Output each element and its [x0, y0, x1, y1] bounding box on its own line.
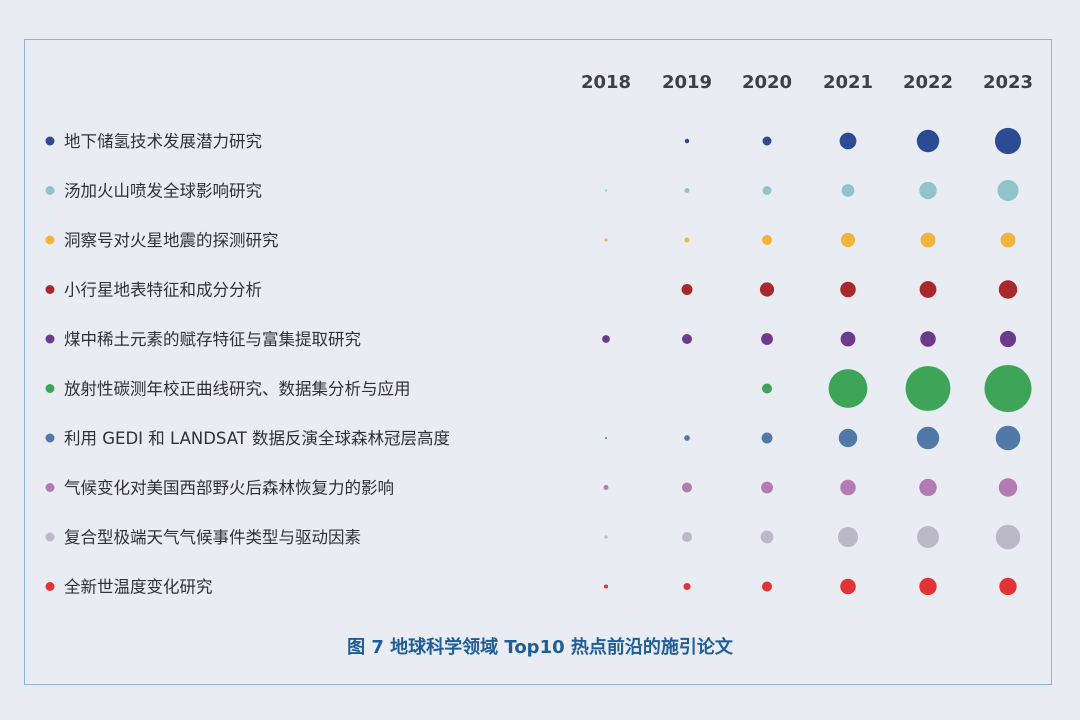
bubble-point — [681, 284, 693, 295]
year-label-2023: 2023 — [983, 72, 1033, 93]
bubble-point — [759, 282, 775, 297]
bubble-point — [840, 578, 856, 595]
bubble-point — [604, 584, 608, 589]
series-row: 利用 GEDI 和 LANDSAT 数据反演全球森林冠层高度 — [45, 425, 1021, 451]
bubble-point — [684, 237, 690, 243]
legend-dot — [45, 483, 55, 492]
year-label-2022: 2022 — [903, 72, 953, 93]
bubble-point — [828, 369, 868, 408]
series-row: 洞察号对火星地震的探测研究 — [45, 231, 1016, 250]
legend-dot — [45, 186, 55, 195]
series-row: 汤加火山喷发全球影响研究 — [45, 179, 1019, 202]
bubble-point — [681, 482, 693, 493]
bubble-point — [761, 581, 773, 592]
series-row: 小行星地表特征和成分分析 — [45, 280, 1018, 300]
bubble-point — [681, 333, 693, 345]
bubble-point — [919, 577, 937, 596]
bubble-point — [761, 234, 773, 246]
bubble-point — [917, 526, 939, 548]
legend-dot — [45, 334, 55, 344]
series-row: 放射性碳测年校正曲线研究、数据集分析与应用 — [45, 365, 1032, 412]
bubble-point — [603, 485, 609, 490]
bubble-point — [760, 530, 774, 544]
bubble-point — [995, 524, 1021, 550]
legend-dot — [45, 235, 55, 245]
bubble-point — [916, 129, 940, 153]
chart-rows: 地下储氢技术发展潜力研究汤加火山喷发全球影响研究洞察号对火星地震的探测研究小行星… — [45, 127, 1032, 597]
series-row: 气候变化对美国西部野火后森林恢复力的影响 — [45, 478, 1018, 498]
bubble-point — [998, 478, 1018, 497]
bubble-point — [605, 189, 607, 192]
bubble-point — [684, 188, 690, 193]
bubble-point — [919, 478, 937, 497]
series-label: 放射性碳测年校正曲线研究、数据集分析与应用 — [64, 380, 411, 399]
bubble-point — [998, 280, 1018, 299]
bubble-point — [604, 238, 608, 242]
bubble-point — [916, 426, 940, 450]
bubble-point — [905, 366, 951, 411]
bubble-point — [920, 232, 936, 248]
bubble-point — [684, 138, 690, 144]
legend-dot — [45, 136, 55, 146]
chart-caption: 图 7 地球科学领域 Top10 热点前沿的施引论文 — [347, 636, 734, 658]
series-label: 气候变化对美国西部野火后森林恢复力的影响 — [64, 479, 394, 498]
bubble-point — [1000, 232, 1016, 248]
bubble-point — [602, 335, 610, 343]
series-row: 地下储氢技术发展潜力研究 — [45, 127, 1022, 155]
bubble-point — [920, 331, 936, 347]
bubble-point — [761, 333, 773, 345]
year-labels: 2018 2019 2020 2021 2022 2023 — [581, 72, 1033, 93]
bubble-point — [840, 281, 856, 298]
bubble-point — [684, 435, 690, 441]
series-label: 洞察号对火星地震的探测研究 — [64, 231, 279, 250]
bubble-point — [604, 535, 608, 539]
bubble-point — [919, 281, 937, 298]
legend-dot — [45, 433, 55, 443]
bubble-point — [840, 479, 856, 496]
bubble-point — [840, 232, 856, 248]
year-label-2021: 2021 — [823, 72, 873, 93]
legend-dot — [45, 384, 55, 393]
series-label: 复合型极端天气气候事件类型与驱动因素 — [64, 528, 361, 547]
series-label: 煤中稀土元素的赋存特征与富集提取研究 — [64, 330, 361, 349]
bubble-point — [919, 181, 937, 200]
bubble-point — [605, 437, 607, 439]
series-label: 小行星地表特征和成分分析 — [64, 281, 262, 300]
bubble-point — [761, 432, 773, 444]
bubble-point — [994, 127, 1022, 155]
series-row: 煤中稀土元素的赋存特征与富集提取研究 — [45, 330, 1017, 349]
year-label-2020: 2020 — [742, 72, 792, 93]
series-row: 复合型极端天气气候事件类型与驱动因素 — [45, 524, 1021, 550]
bubble-point — [839, 132, 857, 150]
series-label: 利用 GEDI 和 LANDSAT 数据反演全球森林冠层高度 — [64, 429, 450, 448]
year-label-2019: 2019 — [662, 72, 712, 93]
bubble-point — [761, 383, 773, 394]
bubble-point — [762, 186, 772, 195]
bubble-point — [995, 425, 1021, 451]
bubble-point — [681, 531, 693, 543]
bubble-point — [840, 331, 856, 347]
bubble-point — [999, 330, 1017, 348]
bubble-point — [838, 428, 858, 448]
series-label: 地下储氢技术发展潜力研究 — [64, 132, 262, 151]
legend-dot — [45, 285, 55, 294]
chart-frame — [24, 39, 1052, 685]
bubble-point — [984, 365, 1032, 412]
bubble-point — [837, 526, 859, 548]
series-row: 全新世温度变化研究 — [45, 577, 1017, 597]
series-label: 全新世温度变化研究 — [64, 578, 213, 597]
series-label: 汤加火山喷发全球影响研究 — [64, 182, 262, 201]
bubble-point — [997, 179, 1019, 202]
legend-dot — [45, 532, 55, 542]
legend-dot — [45, 582, 55, 591]
bubble-point — [761, 481, 773, 494]
bubble-point — [762, 136, 772, 146]
bubble-point — [683, 582, 691, 591]
bubble-point — [999, 577, 1017, 596]
year-label-2018: 2018 — [581, 72, 631, 93]
bubble-point — [841, 184, 855, 197]
